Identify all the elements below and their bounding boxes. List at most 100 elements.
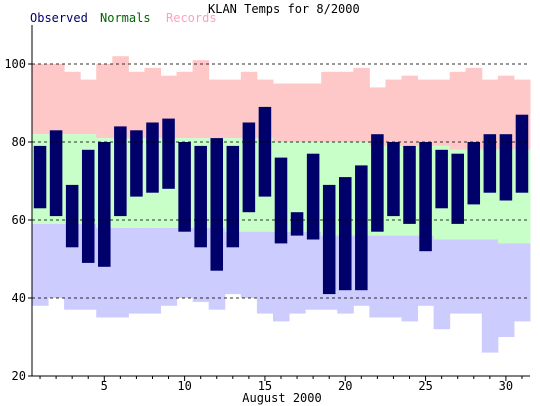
- x-tick-label: 5: [101, 379, 108, 393]
- record-high-band: [497, 75, 515, 150]
- observed-bar: [387, 142, 400, 217]
- record-low-band: [160, 227, 178, 306]
- record-low-band: [481, 239, 499, 353]
- observed-bar: [49, 130, 63, 217]
- record-high-band: [48, 64, 65, 135]
- y-tick-label: 100: [4, 57, 26, 71]
- record-low-band: [128, 227, 145, 314]
- record-high-band: [96, 64, 113, 139]
- record-high-band: [176, 71, 194, 139]
- grid-lines: [32, 63, 530, 299]
- record-high-band: [112, 56, 129, 139]
- observed-bar: [338, 177, 352, 291]
- record-low-band: [513, 243, 531, 322]
- record-high-band: [208, 79, 226, 139]
- record-low-band: [144, 227, 162, 314]
- observed-bar: [178, 142, 191, 232]
- record-high-band: [272, 83, 290, 142]
- plot-area: [32, 56, 531, 353]
- observed-bar: [483, 134, 497, 193]
- record-high-band: [289, 83, 306, 142]
- record-high-band: [192, 60, 210, 139]
- record-low-band: [272, 231, 290, 322]
- observed-bar: [98, 142, 111, 267]
- y-tick-label: 60: [12, 213, 26, 227]
- observed-bar: [65, 184, 79, 248]
- observed-bar: [435, 149, 448, 209]
- record-low-band: [176, 227, 194, 298]
- record-low-band: [240, 231, 258, 298]
- observed-bar: [371, 134, 384, 232]
- observed-bar: [499, 134, 513, 201]
- observed-bar: [81, 149, 95, 263]
- observed-bar: [403, 145, 416, 224]
- record-low-band: [369, 235, 386, 318]
- record-low-band: [224, 231, 242, 295]
- observed-bar: [194, 145, 207, 248]
- record-high-band: [305, 83, 322, 142]
- record-high-band: [224, 79, 242, 139]
- legend-records: Records: [166, 11, 217, 25]
- axes: 20 40 60 80 100 5 10 15 20 25 30: [4, 25, 530, 393]
- record-low-band: [433, 239, 451, 330]
- record-low-band: [305, 231, 322, 310]
- observed-bar: [130, 130, 143, 197]
- record-low-band: [256, 231, 274, 314]
- record-high-band: [369, 87, 386, 146]
- x-tick-label: 15: [258, 379, 272, 393]
- x-axis-label: August 2000: [242, 391, 321, 405]
- record-high-band: [240, 71, 258, 139]
- observed-bar: [467, 142, 481, 205]
- observed-bar: [114, 126, 127, 217]
- chart-title: KLAN Temps for 8/2000: [208, 2, 360, 16]
- record-high-band: [465, 67, 483, 150]
- normal-band: [289, 142, 306, 232]
- y-tick-label: 80: [12, 135, 26, 149]
- record-low-band: [32, 223, 49, 306]
- record-high-band: [128, 71, 145, 139]
- observed-bar: [322, 184, 336, 295]
- observed-bar: [355, 165, 368, 291]
- record-high-band: [385, 79, 402, 146]
- observed-bar: [33, 145, 47, 209]
- x-tick-label: 20: [338, 379, 352, 393]
- record-high-band: [417, 79, 435, 146]
- record-low-band: [401, 235, 419, 322]
- record-low-band: [48, 223, 65, 298]
- record-low-band: [465, 239, 483, 314]
- record-high-band: [481, 79, 499, 150]
- observed-bar: [419, 142, 432, 252]
- observed-bar: [146, 122, 159, 193]
- observed-bar: [258, 106, 272, 197]
- observed-bar: [306, 153, 320, 240]
- record-high-band: [32, 64, 49, 135]
- observed-bar: [290, 212, 304, 236]
- record-high-band: [144, 67, 162, 139]
- observed-bar: [242, 122, 256, 213]
- record-high-band: [353, 67, 370, 142]
- record-high-band: [433, 79, 451, 146]
- y-tick-label: 40: [12, 291, 26, 305]
- x-tick-label: 30: [499, 379, 513, 393]
- x-tick-label: 10: [177, 379, 191, 393]
- record-low-band: [112, 227, 129, 318]
- record-low-band: [417, 235, 435, 306]
- record-high-band: [80, 79, 97, 135]
- record-low-band: [385, 235, 402, 318]
- observed-bar: [162, 118, 175, 189]
- observed-bar: [515, 114, 529, 193]
- record-high-band: [401, 75, 419, 146]
- record-high-band: [321, 71, 338, 142]
- x-tick-label: 25: [418, 379, 432, 393]
- record-low-band: [449, 239, 467, 314]
- observed-bar: [210, 138, 224, 271]
- record-high-band: [337, 71, 354, 142]
- record-low-band: [289, 231, 306, 314]
- legend-normals: Normals: [100, 11, 151, 25]
- observed-bar: [274, 157, 288, 244]
- y-tick-label: 20: [12, 369, 26, 383]
- record-high-band: [64, 71, 81, 135]
- record-low-band: [497, 243, 515, 337]
- legend-observed: Observed: [30, 11, 88, 25]
